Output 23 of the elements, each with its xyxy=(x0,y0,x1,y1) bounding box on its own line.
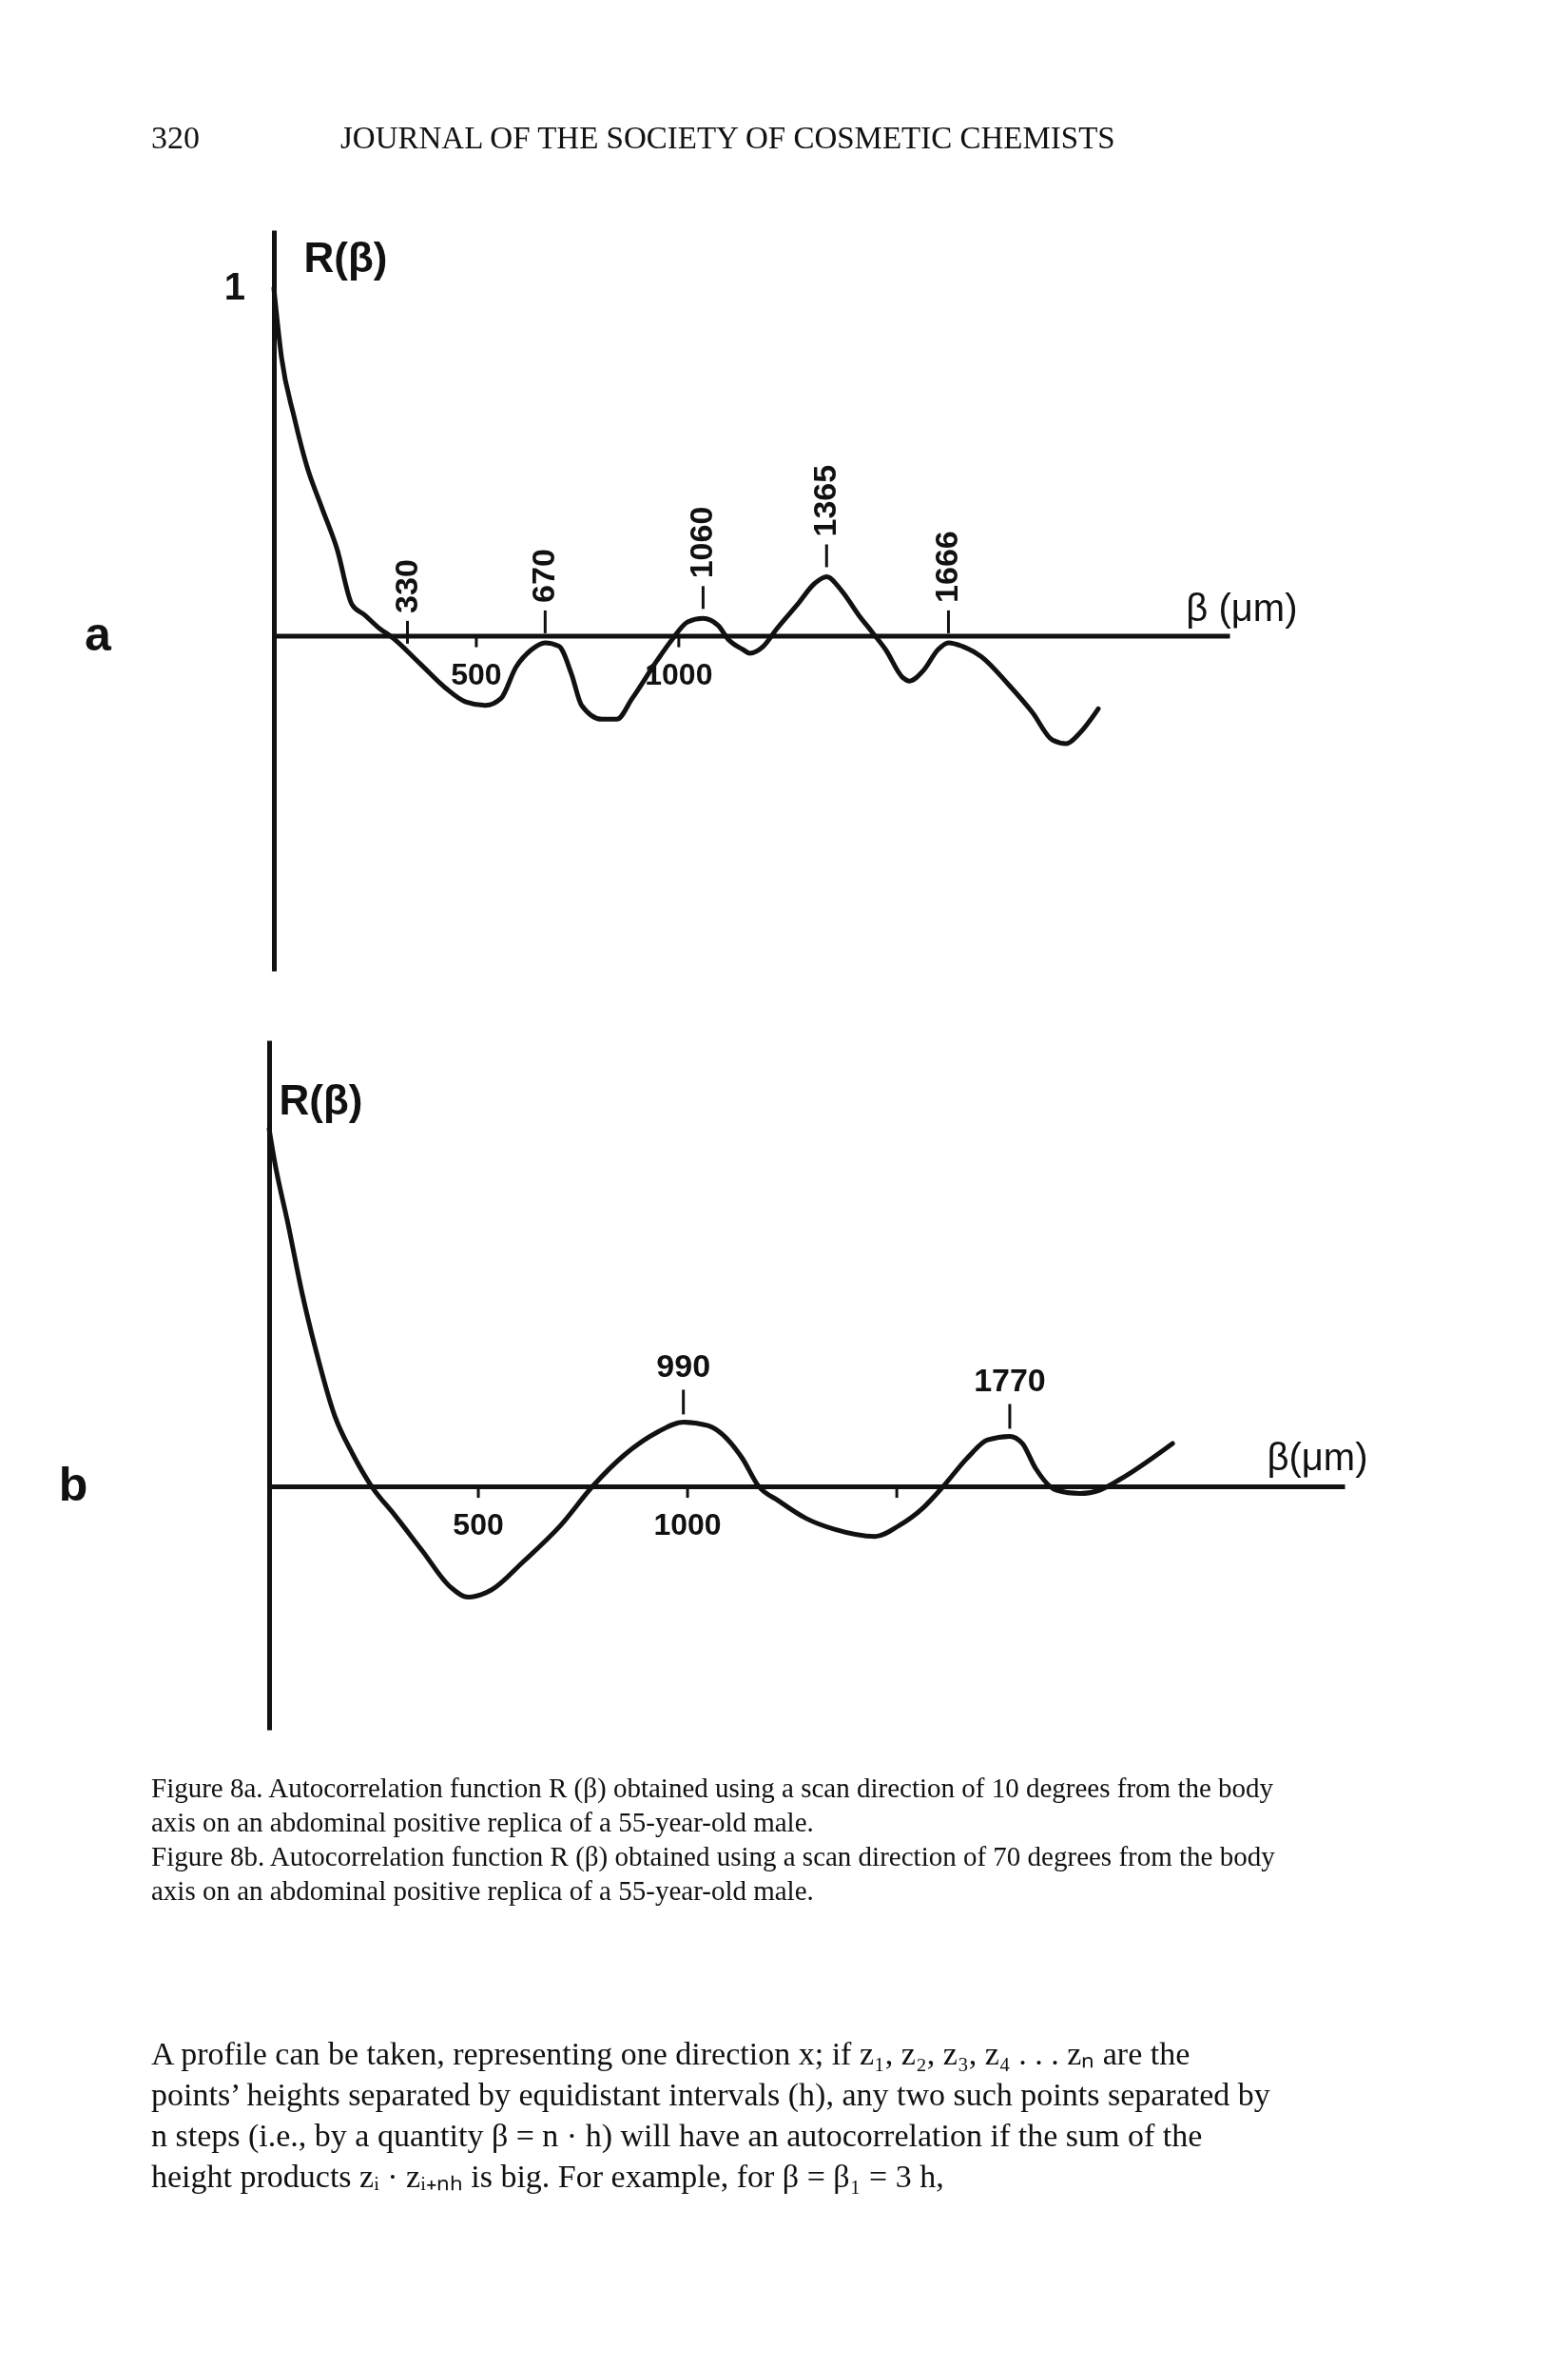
caption: Figure 8b. Autocorrelation function R (β) obtained using a scan direction of 70 degrees from the body axis on an abdominal positive replica of a 55-year-old male. xyxy=(151,1841,1276,1906)
annotation: 1770 xyxy=(974,1362,1046,1399)
x-tick-label: 1000 xyxy=(653,1507,722,1542)
annotation: 1666 xyxy=(928,531,965,603)
x-axis-title: β (μm) xyxy=(1186,587,1298,630)
annotation: 1 xyxy=(223,265,245,308)
annotation: 330 xyxy=(387,559,424,613)
annotation: 990 xyxy=(656,1347,711,1385)
text: A profile can be taken, representing one direction x; if z₁, z₂, z₃, z₄ . . . zₙ are the points’ heights separated by equidistant intervals (h), any two such points separated by n steps (i.e., by a quantity β = n · h) will have an autocorrelation if the sum of the height products zᵢ · zᵢ₊ₙₕ is big. For example, for β = β₁ = 3 h, xyxy=(151,2036,1270,2194)
x-tick-label: 500 xyxy=(453,1507,504,1542)
annotation: 1365 xyxy=(806,464,843,537)
x-axis-title: β(μm) xyxy=(1267,1435,1368,1478)
caption: Figure 8a. Autocorrelation function R (β) obtained using a scan direction of 10 degrees from the body axis on an abdominal positive replica of a 55-year-old male. xyxy=(151,1773,1274,1837)
y-axis-title: R(β) xyxy=(279,1076,363,1123)
text: a xyxy=(85,607,113,661)
x-tick-label: 500 xyxy=(451,656,502,691)
text: 320 xyxy=(151,120,200,155)
x-tick-label: 1000 xyxy=(645,656,713,691)
text: JOURNAL OF THE SOCIETY OF COSMETIC CHEMISTS xyxy=(340,121,1115,155)
annotation: 1060 xyxy=(683,506,720,579)
annotation: 670 xyxy=(525,549,562,603)
text: b xyxy=(58,1458,88,1512)
y-axis-title: R(β) xyxy=(303,233,388,281)
